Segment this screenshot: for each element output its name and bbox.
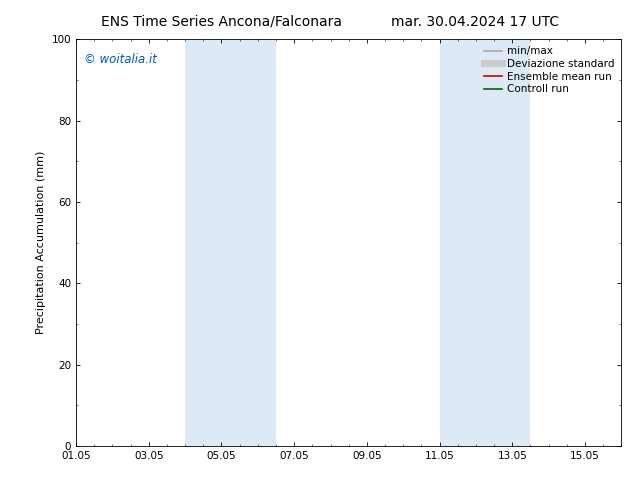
Bar	[439, 39, 470, 446]
Legend: min/max, Deviazione standard, Ensemble mean run, Controll run: min/max, Deviazione standard, Ensemble m…	[482, 45, 616, 97]
Bar	[185, 39, 216, 446]
Bar	[470, 39, 531, 446]
Text: mar. 30.04.2024 17 UTC: mar. 30.04.2024 17 UTC	[391, 15, 560, 29]
Text: ENS Time Series Ancona/Falconara: ENS Time Series Ancona/Falconara	[101, 15, 342, 29]
Bar	[216, 39, 276, 446]
Text: © woitalia.it: © woitalia.it	[84, 53, 157, 67]
Y-axis label: Precipitation Accumulation (mm): Precipitation Accumulation (mm)	[36, 151, 46, 334]
